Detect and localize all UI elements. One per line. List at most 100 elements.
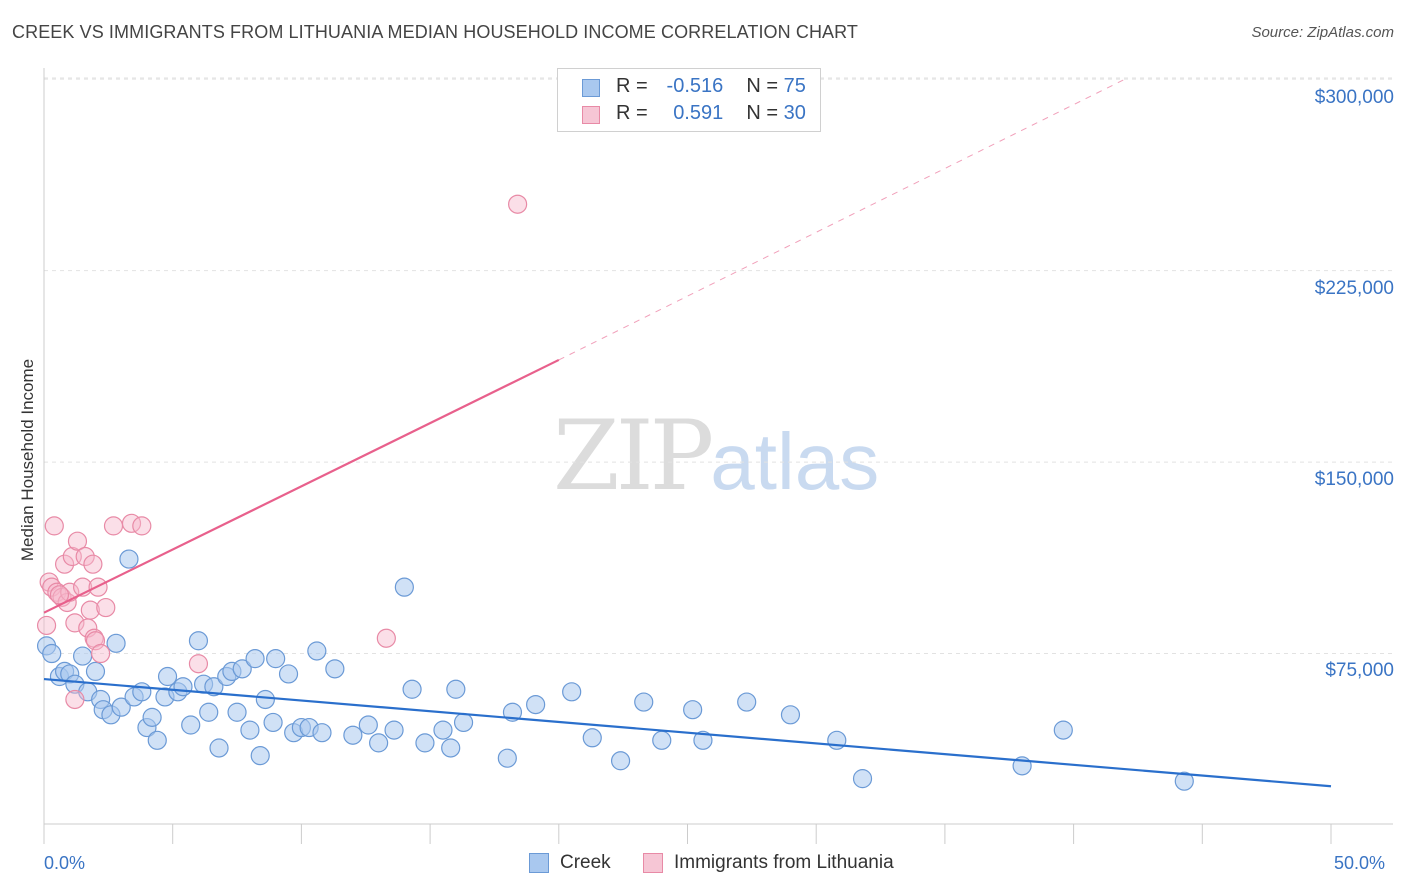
lithuania-point [65,613,85,633]
creek-point [240,720,260,740]
lithuania-point [49,585,70,605]
lithuania-point [376,628,396,648]
lithuania-point [42,577,62,597]
lithuania-point [132,516,152,536]
lithuania-point [36,615,57,636]
creek-point [325,659,345,679]
creek-point [266,649,286,669]
lithuania-point [80,600,100,620]
creek-point [263,712,283,733]
y-tick-label-300000: $300,000 [1314,87,1394,108]
lithuania-point [83,554,103,574]
lithuania-point [188,654,209,674]
legend-r-value: 0.591 [673,102,724,124]
creek-point [343,725,363,745]
source-label: Source: ZipAtlas.com [1251,24,1394,41]
creek-point [188,631,209,651]
legend-n-label: N = [746,102,779,124]
lithuania-point [508,194,528,214]
creek-point [683,700,703,720]
bottom-legend-label-lithuania: Immigrants from Lithuania [674,852,894,873]
bottom-legend-swatch-lithuania [643,853,663,873]
lithuania-trend-extension [558,78,1126,361]
creek-point [255,689,275,710]
creek-point [1174,771,1194,791]
creek-point [250,746,270,766]
creek-point [526,694,546,715]
y-tick-label-225000: $225,000 [1314,278,1394,299]
creek-point [1053,720,1073,740]
creek-point [780,705,801,725]
lithuania-point [39,572,59,592]
creek-point [147,730,167,750]
creek-point [394,577,414,597]
creek-point [42,643,62,664]
creek-point [157,666,178,687]
creek-point [199,702,219,722]
creek-point [245,649,265,669]
legend-n-value: 30 [783,102,806,124]
creek-point [227,702,247,722]
creek-point [173,677,193,697]
legend-r-label: R = [616,75,648,97]
legend-n-value: 75 [783,75,806,97]
creek-point [142,707,162,727]
lithuania-point [91,643,111,664]
legend-swatch-lithuania [582,106,600,124]
creek-point [402,679,422,699]
creek-point [433,720,453,740]
creek-point [446,679,466,699]
creek-point [209,738,229,758]
watermark-zip: ZIP [553,400,714,512]
lithuania-point [85,631,106,651]
creek-point [369,733,389,753]
legend-swatch-creek [582,79,600,97]
lithuania-trend-line [43,358,560,614]
creek-point [610,751,631,771]
stats-legend: R = -0.516 N = 75 R = 0.591 N = 30 [557,68,821,132]
creek-point [737,692,757,712]
creek-point [106,633,126,653]
lithuania-point [67,531,88,551]
creek-point [562,682,582,702]
lithuania-point [96,597,116,618]
creek-point [85,661,106,682]
bottom-legend-label-creek: Creek [560,852,611,873]
y-tick-label-150000: $150,000 [1314,469,1394,490]
lithuania-point [54,554,75,574]
creek-point [73,646,93,666]
x-tick-label-min: 0.0% [44,853,86,873]
creek-point [307,641,327,661]
creek-point [312,723,332,743]
legend-n-label: N = [746,75,779,97]
creek-point [204,677,224,697]
creek-point [111,697,131,717]
chart-title: CREEK VS IMMIGRANTS FROM LITHUANIA MEDIA… [12,22,859,42]
watermark: ZIPatlas [553,400,879,512]
y-tick-label-75000: $75,000 [1325,660,1394,681]
creek-point [232,659,252,679]
creek-point [119,549,139,569]
creek-point [358,715,378,735]
x-tick-label-max: 50.0% [1334,853,1386,873]
lithuania-point [44,516,64,536]
lithuania-point [75,546,95,567]
creek-point [181,715,201,735]
creek-point [132,682,152,702]
creek-point [497,748,517,768]
creek-trend-line [43,677,1332,788]
creek-point [582,728,602,748]
lithuania-point [103,516,124,536]
creek-point [278,664,299,684]
creek-point [441,738,461,758]
creek-point [852,769,873,789]
bottom-legend-swatch-creek [529,853,549,873]
creek-point [652,730,672,750]
lithuania-point [65,689,85,710]
creek-point [634,692,654,712]
creek-point [384,720,404,740]
legend-r-value: -0.516 [666,75,724,97]
creek-point [415,733,435,753]
legend-r-label: R = [616,102,648,124]
